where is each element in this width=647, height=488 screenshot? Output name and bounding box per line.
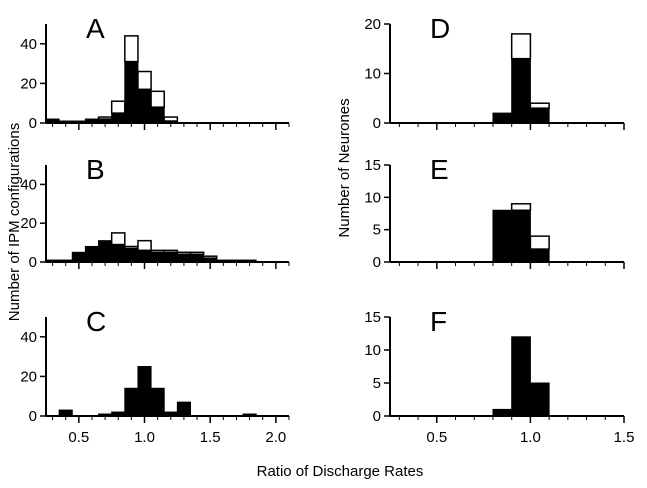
filled-bar <box>511 209 531 263</box>
panel-group: 0 20 40 A 0 20 40 B 0 20 40 0.5 1.0 1.5 2.0 C 0 10 20 D 0 5 10… <box>20 13 634 446</box>
panel-letter: C <box>86 306 106 337</box>
open-bar <box>137 70 152 91</box>
y-tick-label: 0 <box>29 408 37 425</box>
filled-bar <box>176 253 191 263</box>
filled-bar <box>176 401 191 417</box>
y-tick-label: 20 <box>20 368 37 385</box>
y-tick-label: 20 <box>20 215 37 232</box>
open-bar <box>529 102 550 109</box>
x-tick-label: 1.0 <box>520 429 541 446</box>
panel-c: 0 20 40 0.5 1.0 1.5 2.0 C <box>20 306 290 446</box>
open-bar <box>110 232 126 246</box>
panel-a: 0 20 40 A <box>20 13 290 132</box>
x-tick-label: 0.5 <box>426 429 447 446</box>
open-bar <box>529 235 550 250</box>
y-tick-label: 0 <box>373 254 381 271</box>
x-tick-label: 0.5 <box>68 429 89 446</box>
filled-bar <box>492 112 513 124</box>
filled-bar <box>529 107 550 124</box>
filled-bar <box>529 248 550 263</box>
filled-bar <box>98 240 113 263</box>
filled-bar <box>492 209 513 263</box>
panel-b: 0 20 40 B <box>20 154 290 271</box>
filled-bar <box>124 61 139 124</box>
x-axis-title: Ratio of Discharge Rates <box>257 463 424 480</box>
right-y-axis-title: Number of Neurones <box>336 98 353 237</box>
y-tick-label: 15 <box>364 309 381 326</box>
filled-bar <box>529 382 550 417</box>
open-bar <box>110 100 126 114</box>
y-tick-label: 20 <box>20 75 37 92</box>
filled-bar <box>84 245 100 263</box>
left-y-axis-title: Number of IPM configurations <box>6 123 23 321</box>
panel-letter: A <box>86 13 105 44</box>
open-bar <box>137 239 152 252</box>
filled-bar <box>71 251 86 263</box>
filled-bar <box>137 366 152 417</box>
filled-bar <box>111 244 126 263</box>
open-bar <box>510 203 532 212</box>
y-tick-label: 0 <box>29 115 37 132</box>
panel-d: 0 10 20 D <box>364 13 625 132</box>
filled-bar <box>511 58 531 124</box>
filled-bar <box>111 112 126 124</box>
open-bar <box>163 116 179 122</box>
open-bar <box>124 35 139 63</box>
panel-letter: B <box>86 154 105 185</box>
filled-bar <box>511 336 531 417</box>
filled-bar <box>163 251 178 263</box>
y-tick-label: 40 <box>20 176 37 193</box>
filled-bar <box>150 106 165 124</box>
y-tick-label: 20 <box>364 16 381 33</box>
filled-bar <box>150 387 165 417</box>
y-tick-label: 10 <box>364 189 381 206</box>
panel-letter: E <box>430 154 449 185</box>
y-tick-label: 10 <box>364 66 381 83</box>
x-tick-label: 1.5 <box>200 429 221 446</box>
y-tick-label: 10 <box>364 342 381 359</box>
panel-letter: F <box>430 306 447 337</box>
y-tick-label: 5 <box>373 222 381 239</box>
x-tick-label: 1.0 <box>134 429 155 446</box>
y-tick-label: 0 <box>29 254 37 271</box>
filled-bar <box>137 249 152 263</box>
x-tick-label: 1.5 <box>614 429 635 446</box>
panel-letter: D <box>430 13 450 44</box>
panel-e: 0 5 10 15 E <box>364 154 625 271</box>
y-tick-label: 5 <box>373 375 381 392</box>
panel-f: 0 5 10 15 0.5 1.0 1.5 F <box>364 306 634 446</box>
y-tick-label: 15 <box>364 157 381 174</box>
filled-bar <box>124 247 139 263</box>
filled-bar <box>189 253 205 263</box>
filled-bar <box>124 387 139 417</box>
y-tick-label: 40 <box>20 329 37 346</box>
y-tick-label: 40 <box>20 36 37 53</box>
y-tick-label: 0 <box>373 115 381 132</box>
x-tick-label: 2.0 <box>265 429 286 446</box>
open-bar <box>510 33 532 60</box>
open-bar <box>150 90 165 108</box>
filled-bar <box>150 251 165 263</box>
filled-bar <box>137 88 152 124</box>
y-tick-label: 0 <box>373 408 381 425</box>
